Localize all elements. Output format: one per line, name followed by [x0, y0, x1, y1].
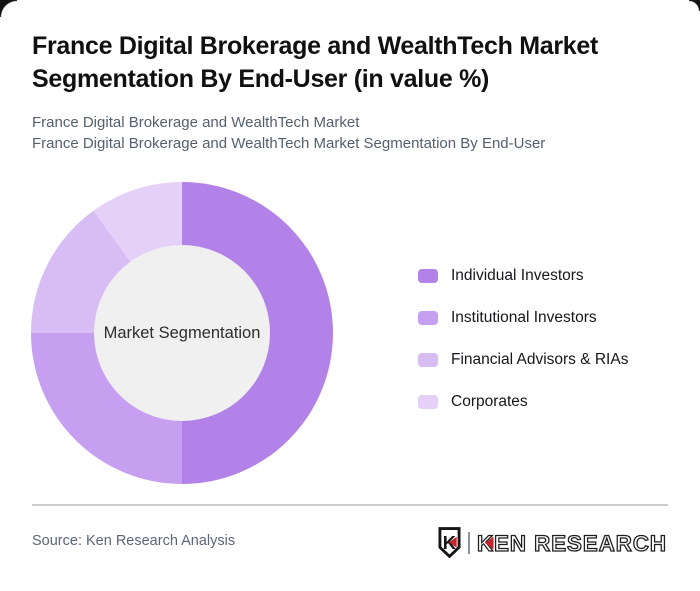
legend-label: Corporates [451, 393, 528, 410]
logo-shield-accent-triangle [449, 536, 457, 548]
legend-item: Financial Advisors & RIAs [418, 351, 628, 369]
donut-chart: Market Segmentation [31, 182, 333, 484]
source-text: Source: Ken Research Analysis [32, 533, 236, 549]
legend-label: Individual Investors [451, 267, 584, 284]
legend-item: Individual Investors [418, 267, 628, 285]
logo-brand-accent-triangle [485, 536, 494, 549]
rounded-corner-top-right [689, 0, 700, 11]
legend-swatch [418, 311, 438, 325]
logo-shield-letter: K [443, 533, 456, 553]
chart-title-line2: Segmentation By End-User (in value %) [32, 65, 490, 93]
legend-swatch [418, 395, 438, 409]
logo-shield-icon: K [438, 527, 461, 558]
chart-subtitle-line2: France Digital Brokerage and WealthTech … [32, 135, 546, 152]
chart-title-line1: France Digital Brokerage and WealthTech … [32, 32, 598, 60]
chart-title: France Digital Brokerage and WealthTech … [32, 30, 672, 96]
legend-swatch [418, 353, 438, 367]
donut-hole: Market Segmentation [94, 245, 270, 421]
logo-brand-wordmark: KEN RESEARCH [477, 530, 667, 556]
chart-subtitle-line1: France Digital Brokerage and WealthTech … [32, 114, 360, 131]
legend: Individual Investors Institutional Invest… [418, 267, 628, 435]
footer-divider [32, 504, 668, 506]
legend-swatch [418, 269, 438, 283]
rounded-corner-top-left [0, 0, 17, 17]
logo-brand-text: KEN RESEARCH [477, 531, 667, 556]
legend-item: Corporates [418, 393, 628, 411]
logo-separator [468, 531, 470, 554]
donut-center-label: Market Segmentation [103, 323, 261, 342]
legend-label: Financial Advisors & RIAs [451, 351, 629, 368]
legend-item: Institutional Investors [418, 309, 628, 327]
legend-label: Institutional Investors [451, 309, 597, 326]
ken-research-logo: K KEN RESEARCH [438, 527, 669, 558]
